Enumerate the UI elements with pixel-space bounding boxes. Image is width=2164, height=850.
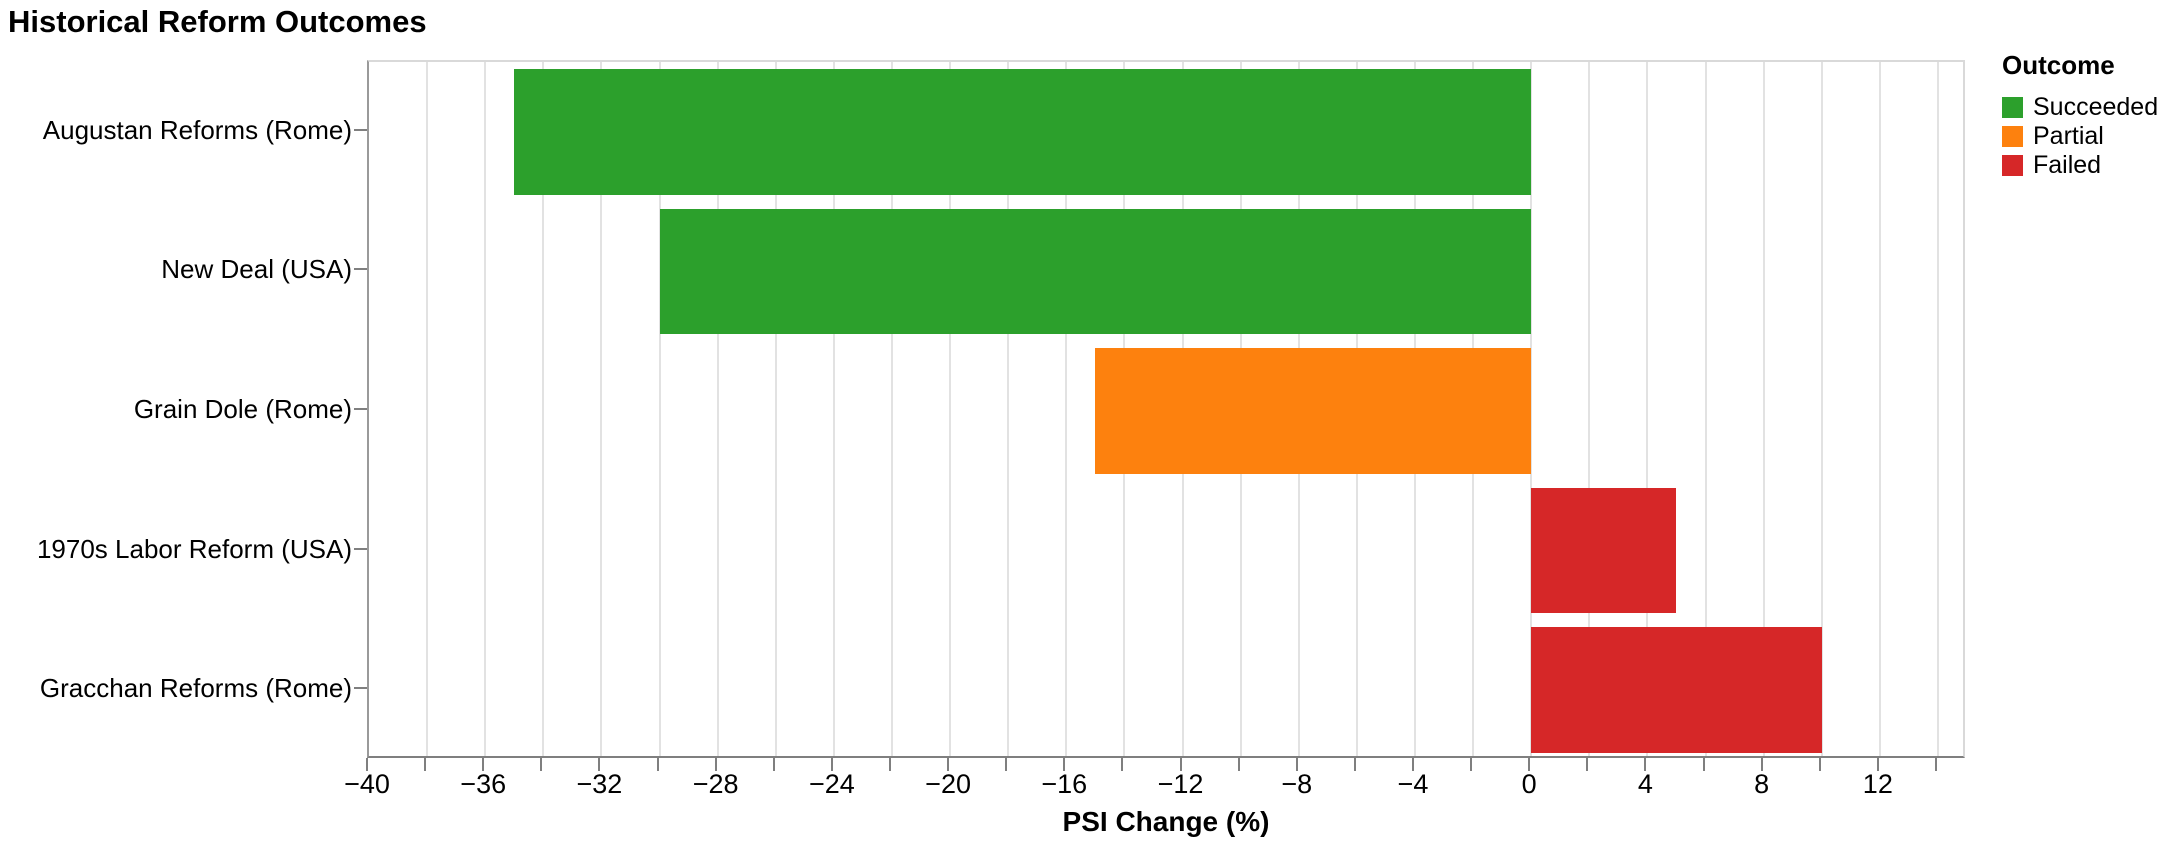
y-tick-label: Augustan Reforms (Rome) xyxy=(42,114,352,145)
x-axis-tick xyxy=(482,758,485,771)
y-axis-tick xyxy=(354,687,367,690)
bar-grain-dole-rome xyxy=(1095,348,1532,474)
x-tick-label: 8 xyxy=(1754,769,1770,799)
x-axis-tick xyxy=(1470,758,1473,771)
x-axis-tick xyxy=(1528,758,1531,771)
gridline xyxy=(1646,62,1649,756)
x-axis-tick xyxy=(1644,758,1647,771)
x-axis-tick xyxy=(1179,758,1182,771)
legend-item-failed: Failed xyxy=(2002,151,2158,180)
x-axis-tick xyxy=(1005,758,1008,771)
x-tick-label: −16 xyxy=(1041,769,1088,799)
y-axis-tick xyxy=(354,128,367,131)
gridline xyxy=(1007,62,1010,756)
x-tick-label: −12 xyxy=(1157,769,1204,799)
x-axis-tick xyxy=(1934,758,1937,771)
gridline xyxy=(1878,62,1881,756)
legend-item-succeeded: Succeeded xyxy=(2002,93,2158,122)
bar-new-deal-usa xyxy=(659,208,1532,335)
x-axis-tick xyxy=(424,758,427,771)
legend: Outcome Succeeded Partial Failed xyxy=(2002,50,2158,180)
legend-label: Failed xyxy=(2033,151,2102,179)
x-axis-tick xyxy=(656,758,659,771)
gridline xyxy=(774,62,777,756)
x-tick-label: 4 xyxy=(1637,769,1653,799)
gridline xyxy=(716,62,719,756)
y-tick-label: 1970s Labor Reform (USA) xyxy=(36,533,352,564)
gridline xyxy=(426,62,429,756)
x-axis-tick xyxy=(598,758,601,771)
chart-title: Historical Reform Outcomes xyxy=(8,4,427,39)
x-axis-tick xyxy=(1295,758,1298,771)
x-tick-label: −40 xyxy=(344,769,390,799)
legend-label: Partial xyxy=(2033,122,2104,150)
legend-swatch-icon xyxy=(2002,155,2023,176)
y-axis-tick xyxy=(354,268,367,271)
x-axis-tick xyxy=(947,758,950,771)
x-axis-tick xyxy=(1760,758,1763,771)
y-tick-label: New Deal (USA) xyxy=(161,254,352,285)
x-axis-tick xyxy=(1411,758,1414,771)
x-axis-tick xyxy=(366,758,368,771)
x-axis-tick xyxy=(888,758,891,771)
gridline xyxy=(1704,62,1707,756)
gridline xyxy=(1065,62,1068,756)
gridline xyxy=(1936,62,1939,756)
x-tick-label: −4 xyxy=(1397,769,1429,799)
bar-augustan-reforms-rome xyxy=(514,68,1532,195)
bar-gracchan-reforms-rome xyxy=(1531,627,1822,753)
x-tick-label: 0 xyxy=(1521,769,1537,799)
x-tick-label: −20 xyxy=(925,769,971,799)
x-axis-tick xyxy=(772,758,775,771)
y-axis-tick xyxy=(354,408,367,410)
bar-1970s-labor-reform-usa xyxy=(1531,487,1677,614)
gridline xyxy=(600,62,603,756)
x-tick-label: −36 xyxy=(460,769,507,799)
x-axis-tick xyxy=(1063,758,1066,771)
gridline xyxy=(1530,62,1533,756)
x-tick-label: −28 xyxy=(692,769,739,799)
x-tick-label: −8 xyxy=(1281,769,1313,799)
x-axis-tick xyxy=(830,758,833,771)
x-axis-tick xyxy=(1586,758,1589,771)
legend-item-partial: Partial xyxy=(2002,122,2158,151)
gridline xyxy=(1820,62,1823,756)
legend-swatch-icon xyxy=(2002,97,2023,118)
gridline xyxy=(1762,62,1765,756)
x-axis-tick xyxy=(1237,758,1240,771)
x-tick-label: −32 xyxy=(576,769,623,799)
x-axis-tick xyxy=(540,758,543,771)
gridline xyxy=(658,62,661,756)
gridline xyxy=(949,62,952,756)
x-axis-tick xyxy=(1121,758,1124,771)
gridline xyxy=(1588,62,1591,756)
x-axis-title: PSI Change (%) xyxy=(1062,806,1270,837)
x-axis-tick xyxy=(1876,758,1879,771)
y-tick-label: Gracchan Reforms (Rome) xyxy=(39,673,352,704)
gridline xyxy=(542,62,545,756)
legend-items: Succeeded Partial Failed xyxy=(2002,93,2158,180)
x-tick-label: −24 xyxy=(808,769,855,799)
gridline xyxy=(890,62,893,756)
x-axis-tick xyxy=(1353,758,1356,771)
legend-swatch-icon xyxy=(2002,126,2023,147)
y-tick-label: Grain Dole (Rome) xyxy=(133,394,352,424)
legend-title: Outcome xyxy=(2002,50,2115,80)
x-axis-tick xyxy=(1702,758,1705,771)
x-axis-tick xyxy=(714,758,717,771)
gridline xyxy=(832,62,835,756)
gridline xyxy=(484,62,487,756)
x-axis-tick xyxy=(1818,758,1821,771)
plot-area xyxy=(367,60,1965,758)
y-axis-tick xyxy=(354,547,367,550)
x-tick-label: 12 xyxy=(1862,769,1893,799)
legend-label: Succeeded xyxy=(2033,93,2159,121)
